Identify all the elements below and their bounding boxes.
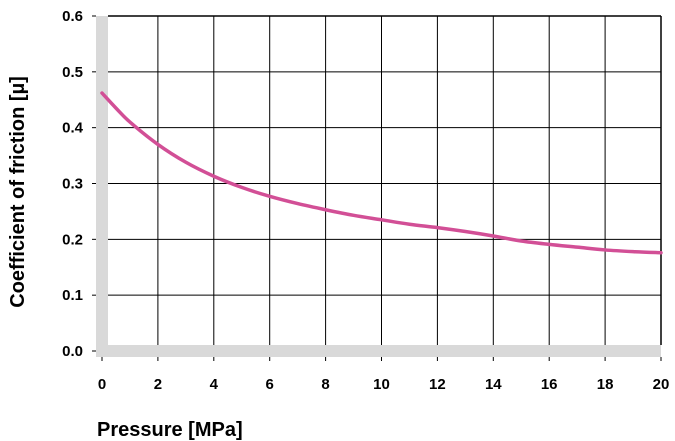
tick-labels: 0 2 4 6 8 10 12 14 16 18 20 0.0 0.1 0.2 0.3 0.4 0.5 0.6 [62, 8, 669, 393]
y-tick-label: 0.5 [62, 64, 83, 81]
y-axis-band [96, 16, 108, 357]
y-tick-label: 0.2 [62, 231, 83, 248]
x-tick-label: 0 [98, 376, 106, 393]
series-layer [100, 91, 663, 255]
x-tick-label: 18 [597, 376, 614, 393]
x-tick-label: 16 [541, 376, 558, 393]
x-axis-title: Pressure [MPa] [97, 419, 243, 441]
x-tick-label: 4 [210, 376, 219, 393]
x-axis-band [96, 345, 661, 357]
x-tick-label: 8 [321, 376, 329, 393]
y-axis-title: Coefficient of friction [µ] [7, 76, 29, 308]
x-tick-label: 6 [266, 376, 274, 393]
y-tick-label: 0.3 [62, 176, 83, 193]
y-tick-label: 0.0 [62, 343, 83, 360]
x-tick-label: 14 [485, 376, 502, 393]
x-tick-label: 12 [429, 376, 446, 393]
x-tick-label: 2 [154, 376, 162, 393]
y-tick-label: 0.4 [62, 120, 84, 137]
x-tick-label: 20 [653, 376, 670, 393]
grid-lines [108, 15, 662, 345]
y-tick-label: 0.1 [62, 287, 83, 304]
axis-bands [96, 16, 661, 357]
x-tick-label: 10 [373, 376, 390, 393]
friction-curve-line [100, 91, 663, 255]
y-tick-label: 0.6 [62, 8, 83, 25]
